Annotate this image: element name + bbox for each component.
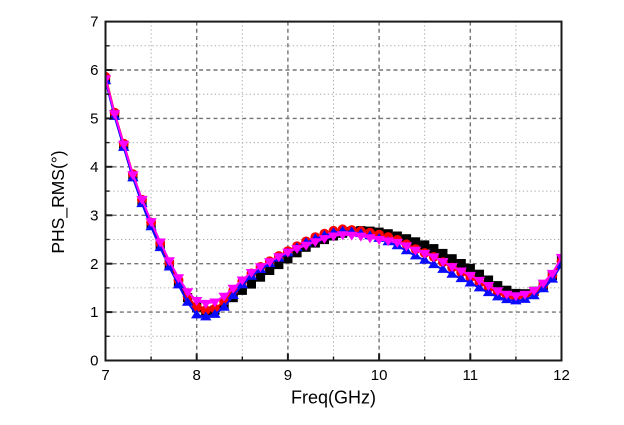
svg-text:0: 0 — [90, 353, 98, 370]
svg-text:7: 7 — [90, 14, 98, 31]
svg-text:1: 1 — [90, 304, 98, 321]
svg-text:12: 12 — [553, 367, 570, 384]
svg-text:Freq(GHz): Freq(GHz) — [291, 388, 376, 408]
svg-text:9: 9 — [284, 367, 292, 384]
svg-text:PHS_RMS(°): PHS_RMS(°) — [48, 150, 69, 253]
svg-text:7: 7 — [101, 367, 109, 384]
svg-text:6: 6 — [90, 62, 98, 79]
svg-text:11: 11 — [463, 367, 479, 384]
svg-text:10: 10 — [371, 367, 388, 384]
svg-text:4: 4 — [90, 159, 98, 176]
svg-text:8: 8 — [193, 367, 201, 384]
svg-text:5: 5 — [90, 111, 98, 128]
svg-text:3: 3 — [90, 207, 98, 224]
svg-text:2: 2 — [90, 256, 98, 273]
